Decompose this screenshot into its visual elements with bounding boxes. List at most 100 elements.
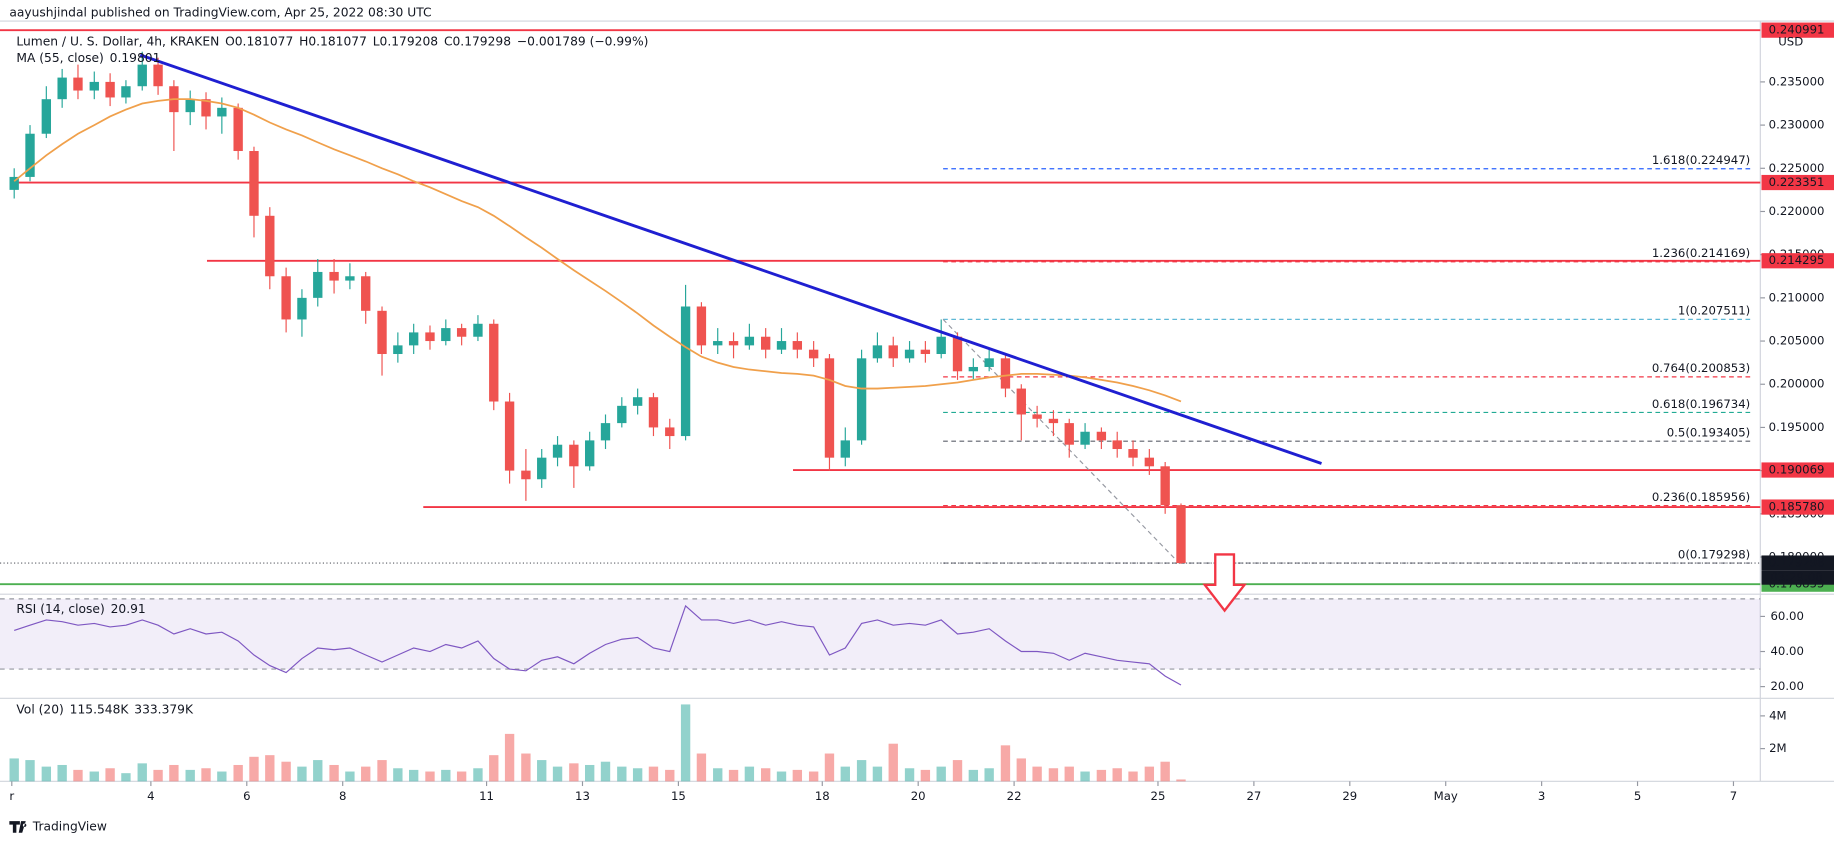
volume-bar <box>537 760 547 782</box>
volume-bar <box>968 769 979 782</box>
x-tick-label: 6 <box>243 789 250 803</box>
volume-bar <box>617 766 627 782</box>
volume-bar <box>185 769 195 782</box>
volume-bar <box>856 760 867 782</box>
x-tick-label: 11 <box>479 789 494 803</box>
legend-text: L0.179208 <box>373 35 438 49</box>
x-tick-label: 5 <box>1634 789 1641 803</box>
candle-body <box>713 341 723 346</box>
fib-label: 0.5(0.193405) <box>1667 426 1750 440</box>
rsi-line <box>14 604 1182 686</box>
price-tag: 0.223351 <box>1769 175 1825 189</box>
candle-body <box>89 81 99 91</box>
volume-bar <box>1144 766 1155 782</box>
candle-body <box>456 328 467 337</box>
candle-body <box>808 349 819 359</box>
timer-box <box>1761 570 1834 585</box>
volume-bar <box>761 768 771 782</box>
price-tag-box <box>1761 253 1834 269</box>
x-tick-label: 18 <box>815 789 830 803</box>
candle-body <box>137 64 147 87</box>
candle-body <box>648 397 659 428</box>
volume-bar <box>936 766 946 782</box>
volume-bar <box>1016 758 1026 782</box>
rsi-tick-label: 20.00 <box>1770 679 1803 693</box>
candle-body <box>824 358 835 458</box>
volume-bar <box>504 733 515 782</box>
fib-label: 0.236(0.185956) <box>1652 490 1750 504</box>
candle-body <box>73 77 83 91</box>
price-tag: 0.185780 <box>1769 500 1825 514</box>
ma-line <box>13 98 1182 403</box>
candle-body <box>521 470 531 480</box>
x-tick-label: 15 <box>671 789 686 803</box>
candle-body <box>552 444 563 458</box>
volume-bar <box>1096 769 1107 782</box>
legend-text: MA (55, close) <box>16 51 103 65</box>
volume-bar <box>696 753 707 782</box>
candle-body <box>201 99 211 117</box>
candle-body <box>888 345 898 359</box>
candle-body <box>233 107 243 152</box>
volume-bar <box>728 769 739 782</box>
rsi-band <box>0 598 1761 670</box>
x-tick-label: 27 <box>1246 789 1261 803</box>
volume-bar <box>585 764 595 782</box>
x-tick-label: r <box>9 789 14 803</box>
candle-body <box>537 457 547 480</box>
x-tick-label: 3 <box>1538 789 1545 803</box>
volume-bar <box>377 760 387 782</box>
volume-bar <box>313 760 323 782</box>
candle-body <box>361 276 371 311</box>
attribution: aayushjindal published on TradingView.co… <box>9 5 431 19</box>
volume-bar <box>25 760 35 782</box>
price-tag: 0.240991 <box>1769 23 1825 37</box>
price-tag-box <box>1761 22 1834 38</box>
candle-body <box>1016 388 1026 415</box>
candle-body <box>25 133 35 177</box>
plot: 0.2350000.2300000.2250000.2200000.215000… <box>0 22 1834 803</box>
x-tick-label: 7 <box>1730 789 1737 803</box>
volume-bar <box>456 771 467 782</box>
volume-bar <box>808 771 819 782</box>
volume-bar <box>521 753 531 782</box>
legend-text: RSI (14, close) <box>16 602 104 616</box>
volume-bar <box>408 769 419 782</box>
candle-body <box>345 276 355 281</box>
candle-body <box>569 444 579 467</box>
x-tick-label: 20 <box>911 789 926 803</box>
candle-body <box>408 332 419 346</box>
price-tag-box <box>1761 462 1834 478</box>
volume-bar <box>904 768 915 782</box>
volume-bar <box>217 771 227 782</box>
volume-bar <box>1112 768 1122 782</box>
volume-bar <box>872 766 883 782</box>
timer: 03:29:08 <box>1770 570 1823 584</box>
fib-label: 1.236(0.214169) <box>1652 246 1750 260</box>
volume-bar <box>361 766 371 782</box>
x-tick-label: 13 <box>575 789 590 803</box>
candle-body <box>744 336 755 346</box>
candle-body <box>57 77 67 100</box>
candle-body <box>600 423 611 441</box>
candle-body <box>281 276 291 320</box>
volume-bar <box>665 769 675 782</box>
volume-bar <box>569 763 579 782</box>
candle-body <box>1144 457 1155 467</box>
candle-body <box>329 271 339 281</box>
volume-tick-label: 2M <box>1769 741 1787 755</box>
candle-body <box>1160 466 1170 506</box>
volume-bar <box>265 755 275 782</box>
candle-body <box>441 328 451 342</box>
candle-body <box>617 405 627 424</box>
candle-body <box>249 151 259 216</box>
volume-bar <box>41 766 52 782</box>
y-tick-label: 0.205000 <box>1769 334 1825 348</box>
x-tick-label: May <box>1434 789 1458 803</box>
candle-body <box>1080 431 1090 445</box>
down-arrow <box>1202 553 1247 613</box>
volume-bar <box>1000 745 1011 782</box>
volume-bar <box>393 768 403 782</box>
